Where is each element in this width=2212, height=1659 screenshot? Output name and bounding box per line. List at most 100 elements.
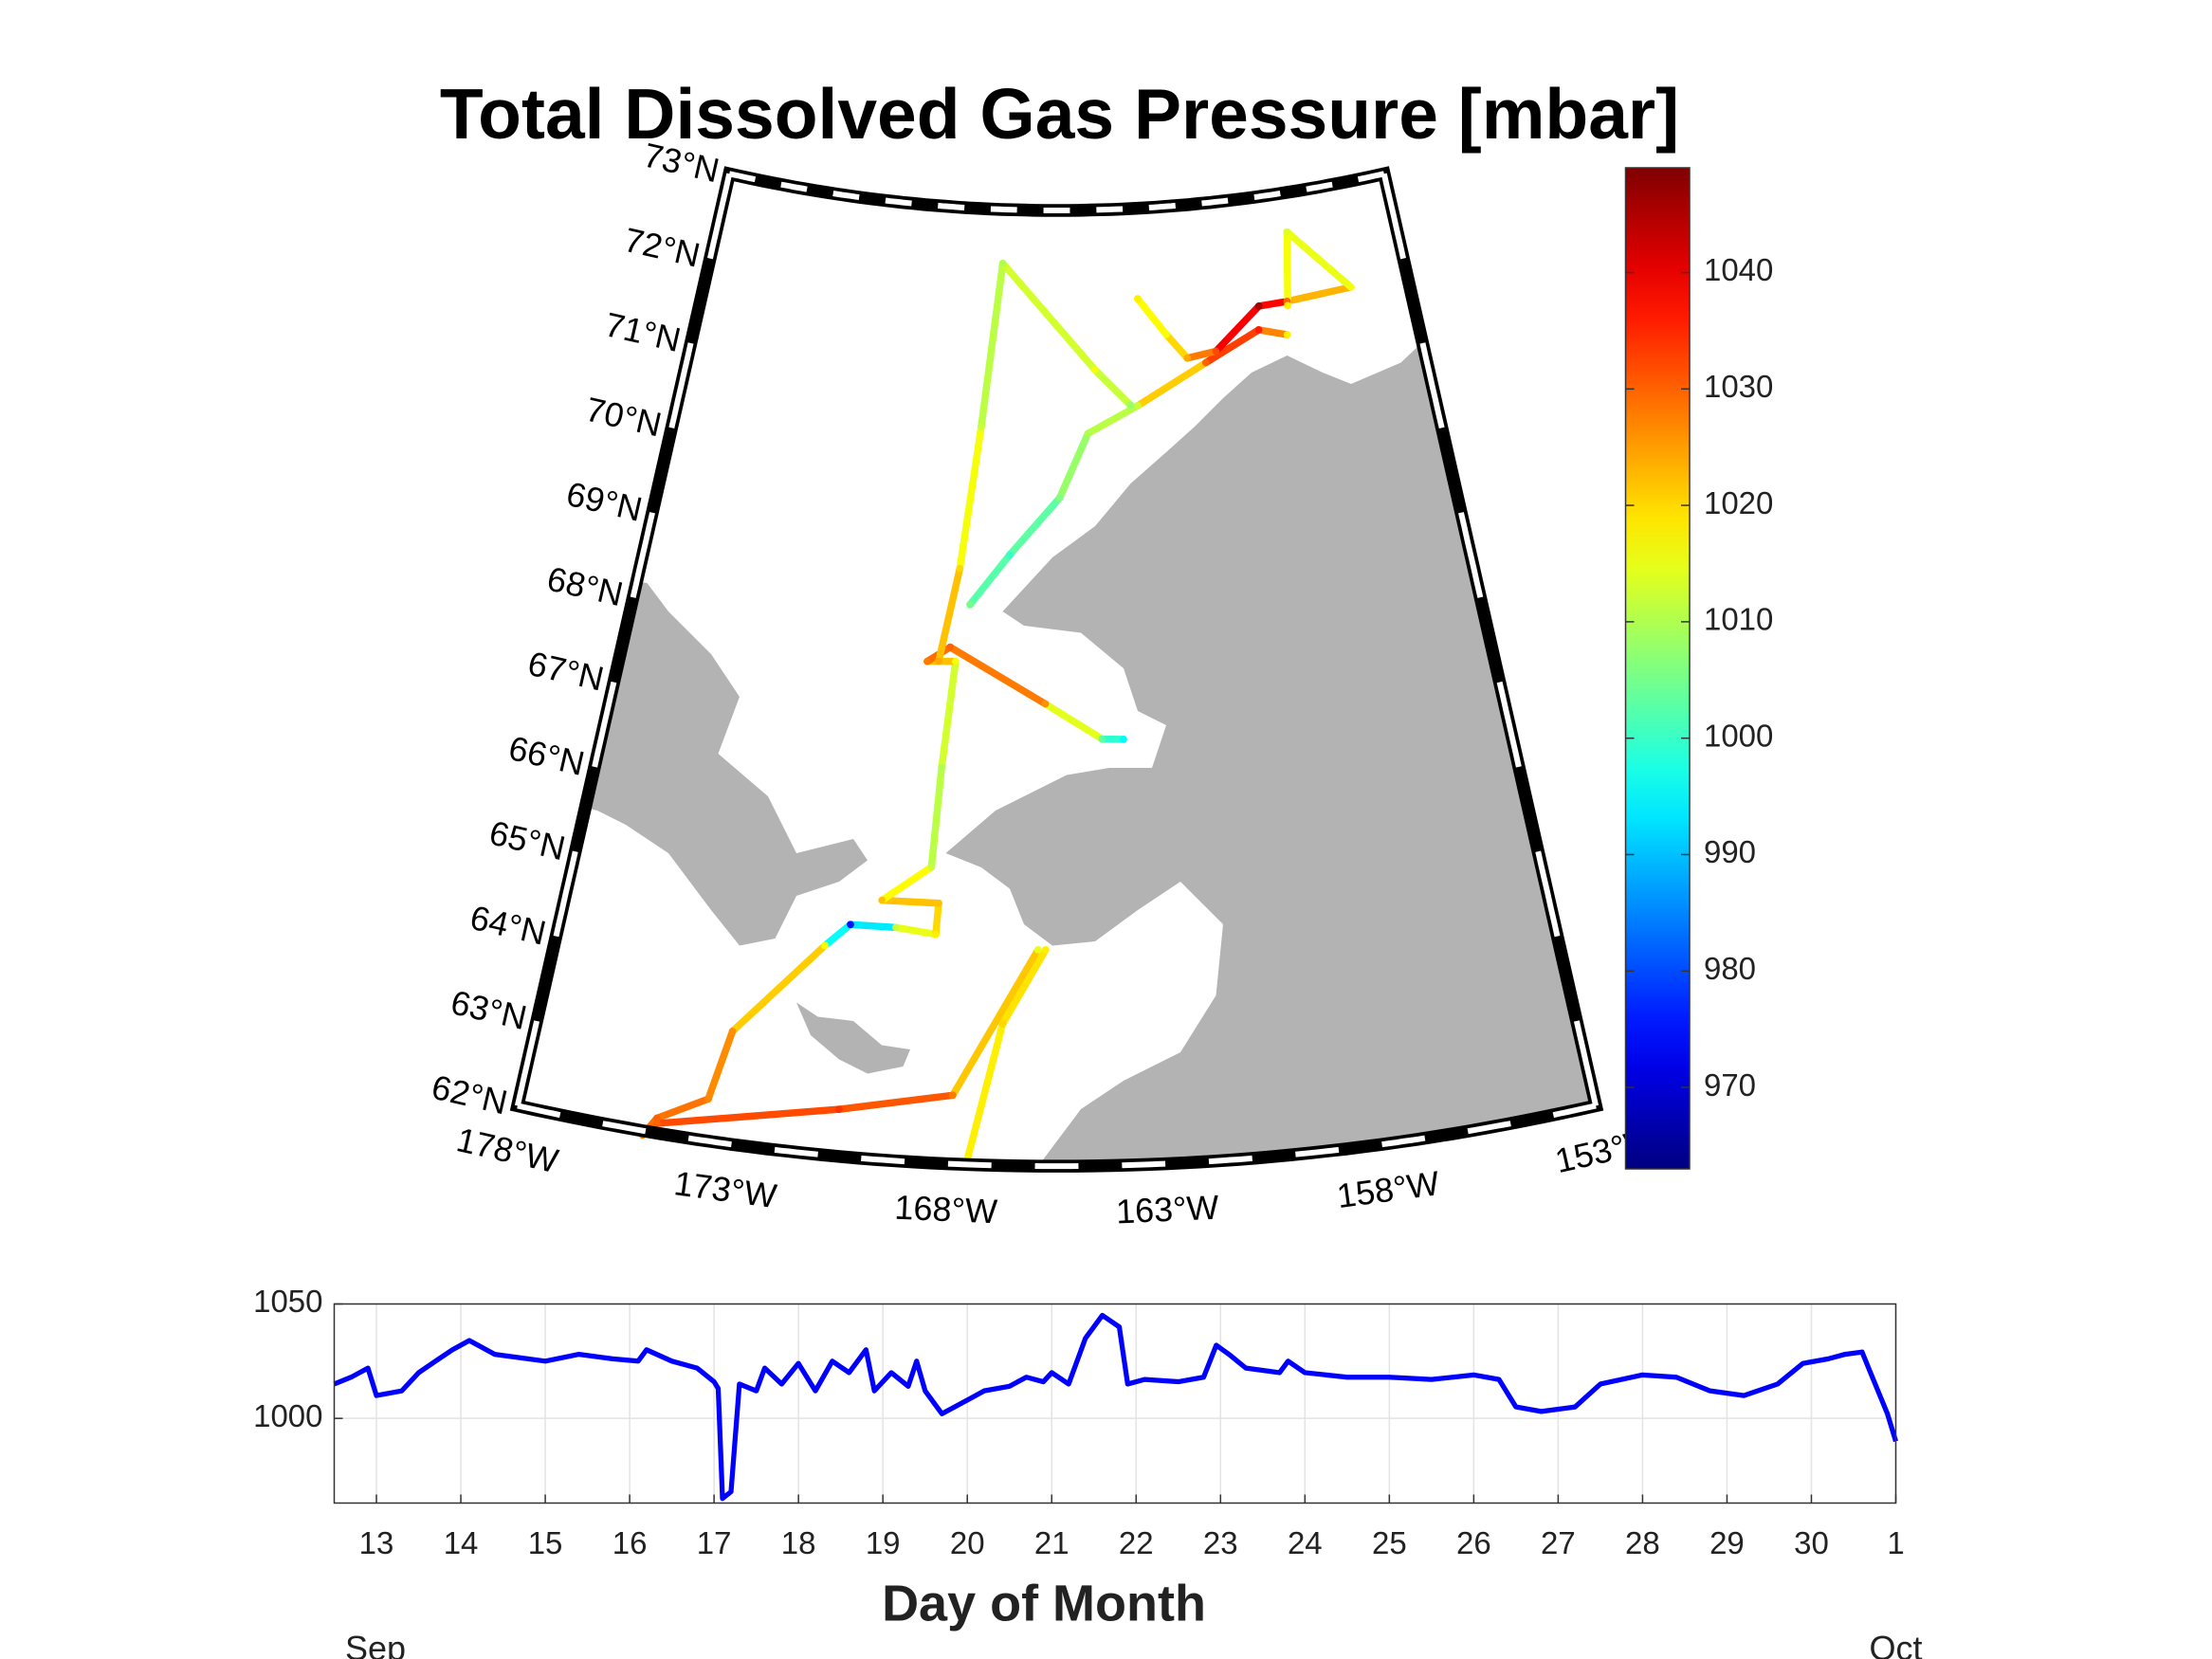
track-segment xyxy=(1041,700,1106,743)
frame-bar xyxy=(517,1103,561,1119)
track-segment xyxy=(978,260,1007,431)
y-tick-label: 1000 xyxy=(253,1398,322,1433)
track-segment xyxy=(998,260,1099,374)
track-point xyxy=(1283,331,1291,338)
track-point xyxy=(878,896,887,904)
track-segment xyxy=(892,923,940,939)
frame-bar xyxy=(990,206,1017,213)
lat-tick-label: 63°N xyxy=(448,982,530,1037)
colorbar-tick-label: 970 xyxy=(1704,1067,1756,1103)
colorbar-tick-label: 1010 xyxy=(1704,602,1773,637)
track-point xyxy=(1254,325,1263,334)
x-tick-label: 29 xyxy=(1709,1525,1745,1560)
lat-tick-label: 66°N xyxy=(505,728,588,783)
track-segment xyxy=(653,1095,712,1122)
track-point xyxy=(1098,735,1106,743)
track-point xyxy=(1212,347,1220,356)
frame-bar xyxy=(630,512,655,598)
track-point xyxy=(956,564,964,573)
lat-tick-label: 69°N xyxy=(563,474,646,529)
x-tick-label: 28 xyxy=(1625,1525,1660,1560)
lon-tick-label: 178°W xyxy=(453,1120,562,1180)
track-point xyxy=(1041,700,1050,708)
frame-bar xyxy=(602,1121,647,1135)
frame-bar xyxy=(1122,1160,1166,1169)
frame-bar xyxy=(1306,181,1333,192)
x-tick-label: 23 xyxy=(1203,1525,1238,1560)
frame-bar xyxy=(1208,1155,1252,1165)
track-point xyxy=(1346,283,1355,291)
frame-bar xyxy=(861,1155,905,1165)
x-tick-label: 18 xyxy=(781,1525,816,1560)
x-tick-label: 22 xyxy=(1119,1525,1154,1560)
lat-tick-label: 62°N xyxy=(429,1067,511,1122)
track-segment xyxy=(1006,494,1064,558)
frame-bar xyxy=(1380,173,1406,260)
map-frame xyxy=(509,166,1604,1173)
x-tick-label: 19 xyxy=(866,1525,901,1560)
track-point xyxy=(1284,301,1292,310)
frame-bar xyxy=(553,850,578,938)
track-segment xyxy=(932,899,942,939)
chart-title: Total Dissolved Gas Pressure [mbar] xyxy=(440,74,1679,154)
frame-bar xyxy=(1253,191,1281,201)
track-segment xyxy=(1055,429,1092,502)
track-segment xyxy=(963,1020,1007,1163)
x-tick-label: 1 xyxy=(1887,1525,1904,1560)
track-point xyxy=(1084,429,1092,438)
track-segment xyxy=(1134,358,1210,410)
lat-tick-label: 67°N xyxy=(524,644,607,699)
frame-bar xyxy=(1419,342,1445,429)
track-segment xyxy=(1134,295,1170,338)
track-segment xyxy=(938,657,960,772)
lat-tick-label: 71°N xyxy=(601,304,684,359)
track-segment xyxy=(1212,302,1263,356)
x-axis-label: Day of Month xyxy=(882,1575,1206,1632)
track-point xyxy=(1283,228,1291,236)
track-segment xyxy=(728,941,829,1035)
frame-bar xyxy=(514,1020,540,1107)
track-segment xyxy=(878,896,942,907)
x-tick-label: 13 xyxy=(359,1525,394,1560)
track-point xyxy=(1041,946,1050,954)
series-line xyxy=(333,1312,1899,1502)
frame-bar xyxy=(1096,206,1124,213)
colorbar-tick-label: 980 xyxy=(1704,951,1756,986)
lat-tick-label: 70°N xyxy=(582,390,665,445)
land-island xyxy=(796,1002,911,1074)
colorbar-tick-label: 1040 xyxy=(1704,252,1773,287)
track-segment xyxy=(935,564,964,665)
frame-bar xyxy=(947,1160,992,1169)
track-segment xyxy=(1283,228,1355,291)
frame-bar xyxy=(1381,1135,1426,1148)
track-point xyxy=(946,643,955,651)
track-point xyxy=(935,899,942,907)
track-point xyxy=(1202,358,1210,367)
frame-bar xyxy=(1535,850,1561,938)
lat-tick-label: 72°N xyxy=(621,220,704,275)
lon-tick-label: 163°W xyxy=(1115,1188,1219,1231)
track-point xyxy=(948,1091,957,1100)
track-point xyxy=(1134,402,1142,410)
x-tick-label: 21 xyxy=(1034,1525,1069,1560)
frame-bar xyxy=(1201,197,1229,207)
track-segment xyxy=(847,921,900,932)
axes-box xyxy=(333,1303,1897,1504)
colorbar xyxy=(1624,167,1691,1170)
frame-bar xyxy=(728,171,757,183)
track-segment xyxy=(1283,283,1355,305)
frame-bar xyxy=(885,197,912,207)
colorbar-tick-label: 1020 xyxy=(1704,485,1773,520)
track-point xyxy=(966,600,974,609)
frame-bar xyxy=(774,1146,818,1158)
track-point xyxy=(892,923,900,932)
x-tick-label: 30 xyxy=(1794,1525,1829,1560)
frame-bar xyxy=(1148,202,1177,210)
frame-bar xyxy=(1552,1103,1597,1119)
track-point xyxy=(1055,494,1064,502)
track-segment xyxy=(821,921,854,950)
frame-bar xyxy=(1295,1146,1340,1158)
x-tick-label: 16 xyxy=(612,1525,648,1560)
track-point xyxy=(728,1028,737,1035)
